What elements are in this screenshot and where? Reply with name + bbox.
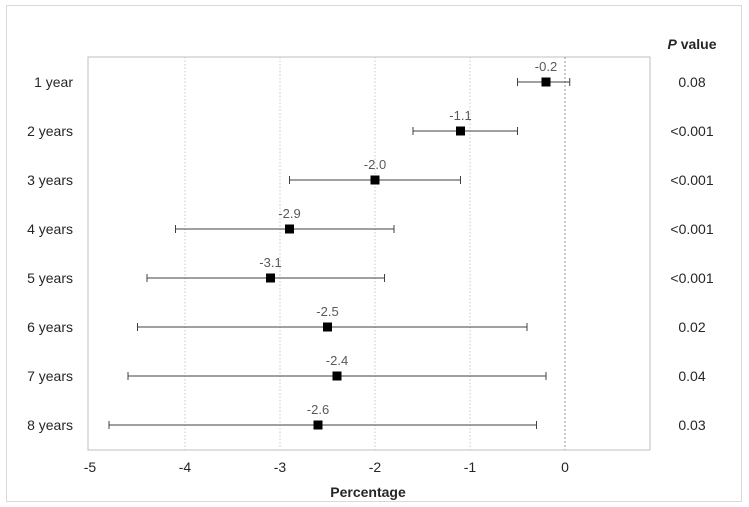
- estimate-marker: [370, 175, 380, 185]
- estimate-label: -2.9: [278, 206, 300, 221]
- estimate-label: -2.6: [307, 402, 329, 417]
- p-value-header-italic: P: [667, 36, 677, 52]
- x-tick-label: -1: [464, 459, 477, 475]
- row: 8 years -2.6 0.03: [27, 402, 706, 433]
- estimate-marker: [332, 371, 342, 381]
- x-axis-title: Percentage: [330, 484, 406, 500]
- row: 3 years -2.0 <0.001: [27, 157, 714, 188]
- estimate-marker: [285, 224, 294, 234]
- row-label: 1 year: [34, 74, 73, 90]
- plot-area: [87, 56, 651, 451]
- estimate-marker: [313, 420, 323, 430]
- row: 6 years -2.5 0.02: [27, 304, 706, 335]
- p-value: 0.08: [678, 74, 705, 90]
- row-label: 7 years: [27, 368, 73, 384]
- p-value-header-rest: value: [677, 36, 717, 52]
- estimate-marker: [456, 126, 465, 136]
- x-tick-label: -4: [179, 459, 192, 475]
- estimate-marker: [541, 77, 551, 87]
- row: 5 years -3.1 <0.001: [27, 255, 714, 286]
- p-value-header: P value: [667, 36, 716, 52]
- estimate-label: -2.5: [316, 304, 338, 319]
- row: 7 years -2.4 0.04: [27, 353, 706, 384]
- estimate-label: -3.1: [259, 255, 281, 270]
- row-label: 2 years: [27, 123, 73, 139]
- rows: 1 year -0.2 0.08 2 years -1.1 <0.001 3 years -2…: [27, 59, 714, 433]
- estimate-marker: [266, 273, 275, 283]
- x-tick-label: 0: [561, 459, 569, 475]
- p-value: <0.001: [670, 172, 713, 188]
- row-label: 3 years: [27, 172, 73, 188]
- row-label: 5 years: [27, 270, 73, 286]
- p-value: <0.001: [670, 123, 713, 139]
- p-value: <0.001: [670, 270, 713, 286]
- x-axis-ticks: -5 -4 -3 -2 -1 0: [84, 459, 569, 475]
- row-label: 4 years: [27, 221, 73, 237]
- x-tick-label: -5: [84, 459, 97, 475]
- p-value: 0.04: [678, 368, 705, 384]
- row-label: 8 years: [27, 417, 73, 433]
- p-value: 0.02: [678, 319, 705, 335]
- estimate-label: -0.2: [535, 59, 557, 74]
- estimate-label: -2.0: [364, 157, 386, 172]
- x-tick-label: -2: [369, 459, 382, 475]
- p-value: 0.03: [678, 417, 705, 433]
- estimate-marker: [323, 322, 332, 332]
- x-tick-label: -3: [274, 459, 287, 475]
- row: 2 years -1.1 <0.001: [27, 108, 714, 139]
- row-label: 6 years: [27, 319, 73, 335]
- estimate-label: -1.1: [449, 108, 471, 123]
- grid-lines: [184, 57, 471, 450]
- estimate-label: -2.4: [326, 353, 348, 368]
- p-value: <0.001: [670, 221, 713, 237]
- row: 4 years -2.9 <0.001: [27, 206, 714, 237]
- row: 1 year -0.2 0.08: [34, 59, 706, 90]
- chart-frame: [6, 5, 742, 502]
